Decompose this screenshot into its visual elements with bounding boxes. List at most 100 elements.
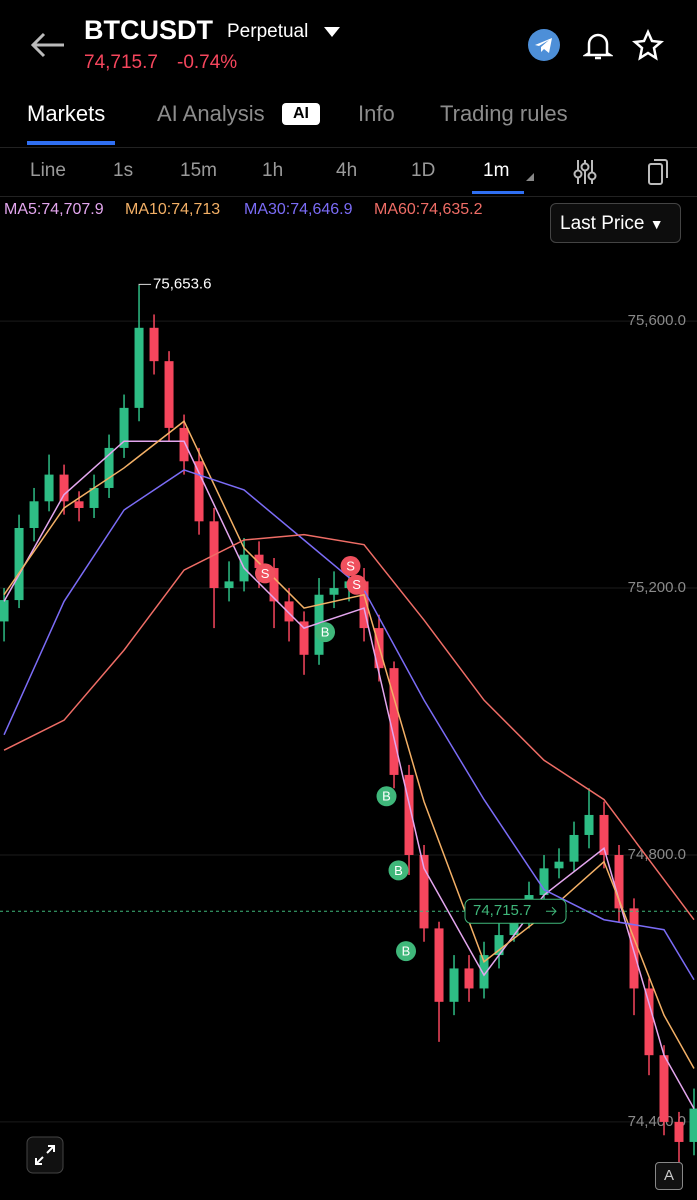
annotation-leader xyxy=(138,283,152,286)
divider xyxy=(0,196,697,197)
candle-body xyxy=(44,474,54,502)
candle-body xyxy=(449,968,459,1002)
candle-body xyxy=(644,988,654,1056)
price-type: Last Price xyxy=(560,213,645,234)
candle-body xyxy=(614,854,624,909)
interval[interactable]: 15m xyxy=(180,160,217,181)
candle-body xyxy=(74,501,84,508)
candle-body xyxy=(89,487,99,508)
ma-line xyxy=(3,533,695,921)
fullscreen-button[interactable] xyxy=(26,1136,64,1174)
chart: 75,600.0 75,200.0 74,800.0 74,400.0 75,653.6… xyxy=(0,275,697,1169)
candle-body xyxy=(149,327,159,362)
tab[interactable]: Markets xyxy=(27,101,106,126)
dropdown-icon[interactable] xyxy=(323,26,341,38)
tab[interactable]: Info xyxy=(358,101,395,126)
candle-body xyxy=(224,581,234,589)
candle-body xyxy=(464,968,474,989)
candle-body xyxy=(299,621,309,655)
dropdown-icon[interactable] xyxy=(525,172,535,182)
candle-body xyxy=(119,407,129,448)
trade-marker xyxy=(376,786,397,807)
candle-body xyxy=(629,908,639,989)
trade-marker-label: S xyxy=(261,566,270,581)
ma-line xyxy=(3,440,695,1109)
candle-body xyxy=(599,814,609,855)
interval[interactable]: 1h xyxy=(262,160,284,181)
price-type-button[interactable]: Last Price ▼ xyxy=(550,203,681,243)
trade-marker-label: B xyxy=(394,863,403,878)
ma-legend: MA5:74,707.9 xyxy=(4,201,104,218)
ma-line xyxy=(3,420,695,1069)
trade-marker xyxy=(388,860,409,881)
candle-body xyxy=(164,361,174,428)
y-tick-label: 74,400.0 xyxy=(628,1113,686,1130)
last-price-label: 74,715.7 xyxy=(473,902,531,919)
contract-type[interactable]: Perpetual xyxy=(227,21,309,42)
indicator-settings[interactable] xyxy=(572,158,598,186)
interval[interactable]: 1D xyxy=(411,160,436,181)
interval-indicator xyxy=(472,191,524,194)
candle-body xyxy=(359,581,369,629)
interval[interactable]: Line xyxy=(30,160,66,181)
interval[interactable]: 4h xyxy=(336,160,358,181)
candle-body xyxy=(659,1055,669,1122)
trade-marker xyxy=(346,574,367,595)
candle-body xyxy=(494,935,504,956)
interval[interactable]: 1s xyxy=(113,160,134,181)
trade-marker-label: B xyxy=(402,944,411,959)
candle-body xyxy=(104,447,114,488)
tab[interactable]: Trading rules xyxy=(440,101,568,126)
telegram-button[interactable] xyxy=(527,28,561,62)
corner-badge[interactable]: A xyxy=(655,1162,683,1190)
candle-body xyxy=(674,1121,684,1142)
candle-body xyxy=(194,461,204,522)
tab-indicator xyxy=(27,141,115,145)
trade-marker-label: B xyxy=(321,625,330,640)
y-tick-label: 75,200.0 xyxy=(628,579,686,596)
ma-legend: MA10:74,713 xyxy=(125,201,221,218)
ma-legend: MA60:74,635.2 xyxy=(374,201,483,218)
candle-body xyxy=(419,854,429,929)
last-price: 74,715.7 xyxy=(84,52,158,73)
alert-button[interactable] xyxy=(583,30,613,62)
trade-marker-label: B xyxy=(382,789,391,804)
trade-marker xyxy=(340,556,361,577)
candle-body xyxy=(389,668,399,775)
candle-body xyxy=(539,868,549,896)
divider xyxy=(0,147,697,148)
last-price-tag xyxy=(464,898,567,924)
ai-badge: AI xyxy=(282,103,320,125)
candle-body xyxy=(689,1108,697,1142)
trade-marker xyxy=(315,622,336,643)
candle-body xyxy=(29,501,39,528)
candle-body xyxy=(59,474,69,502)
candle-body xyxy=(0,600,9,622)
candle-body xyxy=(584,814,594,835)
arrow-icon xyxy=(546,906,557,916)
candle-body xyxy=(404,774,414,855)
price-change: -0.74% xyxy=(177,52,238,73)
ma-legend: MA30:74,646.9 xyxy=(244,201,353,218)
annotation-label: 75,653.6 xyxy=(153,275,211,292)
favorite-button[interactable] xyxy=(632,29,664,61)
symbol: BTCUSDT xyxy=(84,15,213,45)
candle-body xyxy=(554,861,564,869)
candle-body xyxy=(479,955,489,989)
candle-body xyxy=(14,527,24,601)
candle-body xyxy=(329,588,339,595)
layout-button[interactable] xyxy=(646,158,670,186)
trade-marker-label: S xyxy=(352,577,361,592)
trade-marker xyxy=(255,563,276,584)
candle-body xyxy=(284,601,294,622)
candle-body xyxy=(179,427,189,462)
back-button[interactable] xyxy=(28,30,68,60)
candle-body xyxy=(269,568,279,602)
interval[interactable]: 1m xyxy=(483,160,510,181)
candle-body xyxy=(254,554,264,569)
candle-body xyxy=(509,921,519,936)
tab[interactable]: AI Analysis xyxy=(157,101,265,126)
candle-body xyxy=(134,327,144,408)
trade-marker xyxy=(396,941,417,962)
